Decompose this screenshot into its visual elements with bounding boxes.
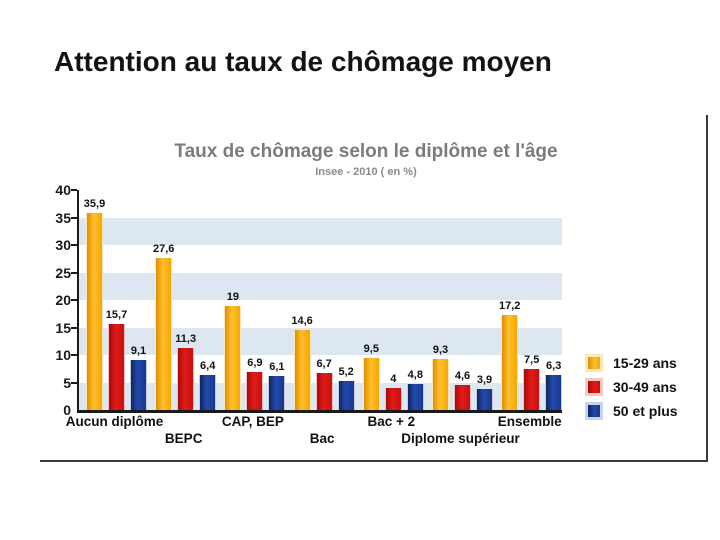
bar-value-label: 4,6 [454, 369, 471, 382]
bar-value-label: 6,9 [247, 357, 263, 370]
bar-value-label: 19 [226, 290, 240, 303]
bar-group: 19 6,9 6,1 [224, 190, 286, 410]
bar-value-label: 6,1 [269, 361, 285, 374]
bar-value-label: 4,8 [407, 368, 423, 381]
y-axis-tick-mark [71, 354, 77, 356]
chart-title: Taux de chômage selon le diplôme et l'âg… [174, 141, 558, 162]
bar [224, 305, 242, 410]
bar [86, 212, 103, 410]
bar-value-label: 7,5 [524, 353, 540, 366]
bar-value-label: 35,9 [83, 197, 106, 210]
bar-value-label: 6,7 [316, 358, 332, 371]
y-axis-tick-label: 10 [55, 347, 71, 363]
bar-value-label: 9,3 [432, 343, 449, 356]
bar-group: 14,6 6,7 5,2 [291, 190, 355, 410]
x-category-label: CAP, BEP [221, 414, 284, 429]
x-category-label: Diplome supérieur [401, 431, 520, 446]
bar [337, 381, 355, 410]
x-category-label: Ensemble [497, 414, 562, 429]
bar [246, 372, 264, 410]
bar-value-label: 11,3 [175, 332, 197, 345]
legend-item: 15-29 ans [588, 355, 678, 371]
bar [177, 347, 195, 410]
y-axis-tick-label: 25 [55, 264, 71, 281]
legend-label: 50 et plus [613, 403, 678, 419]
slide-title: Attention au taux de chômage moyen [54, 46, 552, 77]
y-axis-tick-label: 30 [55, 237, 71, 253]
y-axis-tick-label: 5 [63, 374, 71, 391]
bar [268, 376, 286, 410]
bar-group: 9,5 4 4,8 [362, 190, 424, 410]
x-category-label: Aucun diplôme [65, 414, 164, 429]
plot-area: 0 5 10 15 20 25 30 35 40 35,9 15,7 9,1 27,6 11,3 6,4 19… [55, 182, 563, 418]
chart-legend: 15-29 ans 30-49 ans 50 et plus [588, 355, 678, 427]
bar-value-label: 9,1 [130, 344, 147, 357]
grid-band [79, 217, 562, 245]
bar [155, 258, 173, 410]
y-axis-tick-label: 15 [55, 319, 71, 336]
bar-value-label: 3,9 [476, 373, 493, 386]
y-axis-tick-mark [71, 381, 77, 384]
bar [432, 358, 449, 410]
y-axis-tick-mark [71, 244, 77, 246]
y-axis-tick-label: 40 [55, 182, 71, 198]
bar [130, 359, 147, 410]
bar [406, 383, 424, 410]
legend-label: 30-49 ans [613, 379, 677, 395]
legend-color-swatch [588, 381, 600, 393]
y-axis-tick-label: 20 [55, 292, 71, 308]
x-category-label: Bac + 2 [367, 414, 416, 429]
bar [523, 368, 541, 410]
bar-value-label: 6,3 [546, 360, 562, 373]
y-axis-tick-mark [71, 271, 77, 274]
legend-color-swatch [588, 405, 600, 417]
bar [501, 315, 519, 410]
y-axis-tick-mark [71, 299, 77, 301]
legend-item: 50 et plus [588, 403, 678, 419]
bar-value-label: 14,6 [291, 314, 313, 327]
legend-label: 15-29 ans [613, 355, 677, 371]
y-axis-tick-mark [71, 326, 77, 329]
bar [315, 373, 333, 410]
legend-color-swatch [588, 357, 600, 369]
bar [384, 388, 402, 410]
y-axis-tick-mark [71, 216, 77, 219]
chart-subtitle: Insee - 2010 ( en %) [315, 166, 417, 178]
legend-item: 30-49 ans [588, 379, 678, 395]
y-axis-tick-mark [71, 189, 77, 191]
bar-value-label: 4 [390, 373, 397, 385]
chart-image: Taux de chômage selon le diplôme et l'âg… [40, 115, 708, 462]
bar-value-label: 17,2 [498, 300, 521, 313]
bar [476, 388, 493, 410]
bar [545, 375, 563, 410]
bar-group: 35,9 15,7 9,1 [84, 190, 147, 410]
bar [454, 384, 471, 410]
bar [199, 374, 217, 410]
bar [108, 323, 125, 410]
bar [362, 357, 380, 410]
bar-value-label: 15,7 [105, 308, 128, 321]
bar-value-label: 27,6 [152, 243, 175, 256]
bar-group: 27,6 11,3 6,4 [153, 190, 217, 410]
bar-value-label: 9,5 [363, 342, 379, 355]
bar-group: 9,3 4,6 3,9 [432, 190, 493, 410]
x-category-label: Bac [309, 431, 335, 446]
x-category-label: BEPC [164, 431, 203, 446]
y-axis-tick-label: 0 [63, 402, 71, 418]
bar [293, 329, 311, 410]
bar-group: 17,2 7,5 6,3 [499, 190, 563, 410]
bar-value-label: 6,4 [200, 359, 216, 372]
bar-value-label: 5,2 [338, 366, 354, 379]
y-axis-tick-label: 35 [55, 209, 71, 226]
